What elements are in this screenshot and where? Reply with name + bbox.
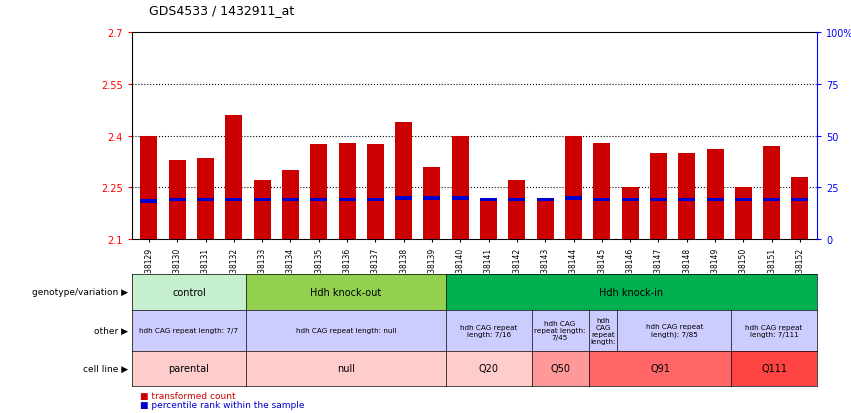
Bar — [197, 159, 214, 240]
Bar — [650, 154, 667, 240]
Text: hdh CAG
repeat length:
7/45: hdh CAG repeat length: 7/45 — [534, 320, 585, 340]
Bar — [197, 198, 214, 202]
Text: hdh
CAG
repeat
length:: hdh CAG repeat length: — [590, 317, 615, 344]
Bar — [735, 198, 751, 202]
Bar — [452, 136, 469, 240]
Text: parental: parental — [168, 363, 209, 374]
Bar — [565, 196, 582, 200]
Bar — [593, 143, 610, 240]
Text: hdh CAG repeat length: 7/7: hdh CAG repeat length: 7/7 — [140, 328, 238, 333]
Text: Hdh knock-out: Hdh knock-out — [311, 287, 381, 297]
Bar — [367, 198, 384, 202]
Bar — [537, 198, 554, 240]
Bar — [424, 167, 441, 240]
Text: cell line ▶: cell line ▶ — [83, 364, 128, 373]
Bar — [537, 198, 554, 202]
Bar — [706, 198, 723, 202]
Bar — [621, 188, 638, 240]
Bar — [706, 150, 723, 240]
Bar — [678, 198, 695, 202]
Text: Q20: Q20 — [479, 363, 499, 374]
Bar — [226, 116, 243, 240]
Bar — [339, 198, 356, 202]
Bar — [508, 181, 525, 240]
Bar — [508, 198, 525, 202]
Bar — [424, 196, 441, 200]
Bar — [254, 181, 271, 240]
Bar — [395, 196, 412, 200]
Bar — [254, 198, 271, 202]
Bar — [763, 198, 780, 202]
Text: hdh CAG repeat
length): 7/85: hdh CAG repeat length): 7/85 — [646, 324, 703, 337]
Text: Q91: Q91 — [650, 363, 670, 374]
Text: null: null — [337, 363, 355, 374]
Text: genotype/variation ▶: genotype/variation ▶ — [31, 288, 128, 297]
Bar — [565, 136, 582, 240]
Text: ■ percentile rank within the sample: ■ percentile rank within the sample — [140, 400, 305, 409]
Bar — [791, 178, 808, 240]
Bar — [621, 198, 638, 202]
Bar — [168, 198, 186, 202]
Bar — [735, 188, 751, 240]
Bar — [763, 147, 780, 240]
Bar — [480, 198, 497, 240]
Bar — [311, 198, 328, 202]
Bar — [339, 143, 356, 240]
Bar — [791, 198, 808, 202]
Text: Q111: Q111 — [761, 363, 787, 374]
Bar — [480, 198, 497, 202]
Text: other ▶: other ▶ — [94, 326, 128, 335]
Text: control: control — [172, 287, 206, 297]
Text: GDS4533 / 1432911_at: GDS4533 / 1432911_at — [149, 4, 294, 17]
Bar — [282, 171, 299, 240]
Bar — [168, 160, 186, 240]
Bar — [140, 200, 157, 204]
Text: hdh CAG repeat
length: 7/16: hdh CAG repeat length: 7/16 — [460, 324, 517, 337]
Bar — [593, 198, 610, 202]
Bar — [140, 136, 157, 240]
Bar — [395, 123, 412, 240]
Bar — [650, 198, 667, 202]
Bar — [678, 154, 695, 240]
Text: ■ transformed count: ■ transformed count — [140, 391, 236, 400]
Text: hdh CAG repeat length: null: hdh CAG repeat length: null — [296, 328, 397, 333]
Bar — [367, 145, 384, 240]
Bar — [282, 198, 299, 202]
Bar — [226, 198, 243, 202]
Bar — [311, 145, 328, 240]
Bar — [452, 196, 469, 200]
Text: Hdh knock-in: Hdh knock-in — [599, 287, 664, 297]
Text: hdh CAG repeat
length: 7/111: hdh CAG repeat length: 7/111 — [745, 324, 802, 337]
Text: Q50: Q50 — [550, 363, 570, 374]
